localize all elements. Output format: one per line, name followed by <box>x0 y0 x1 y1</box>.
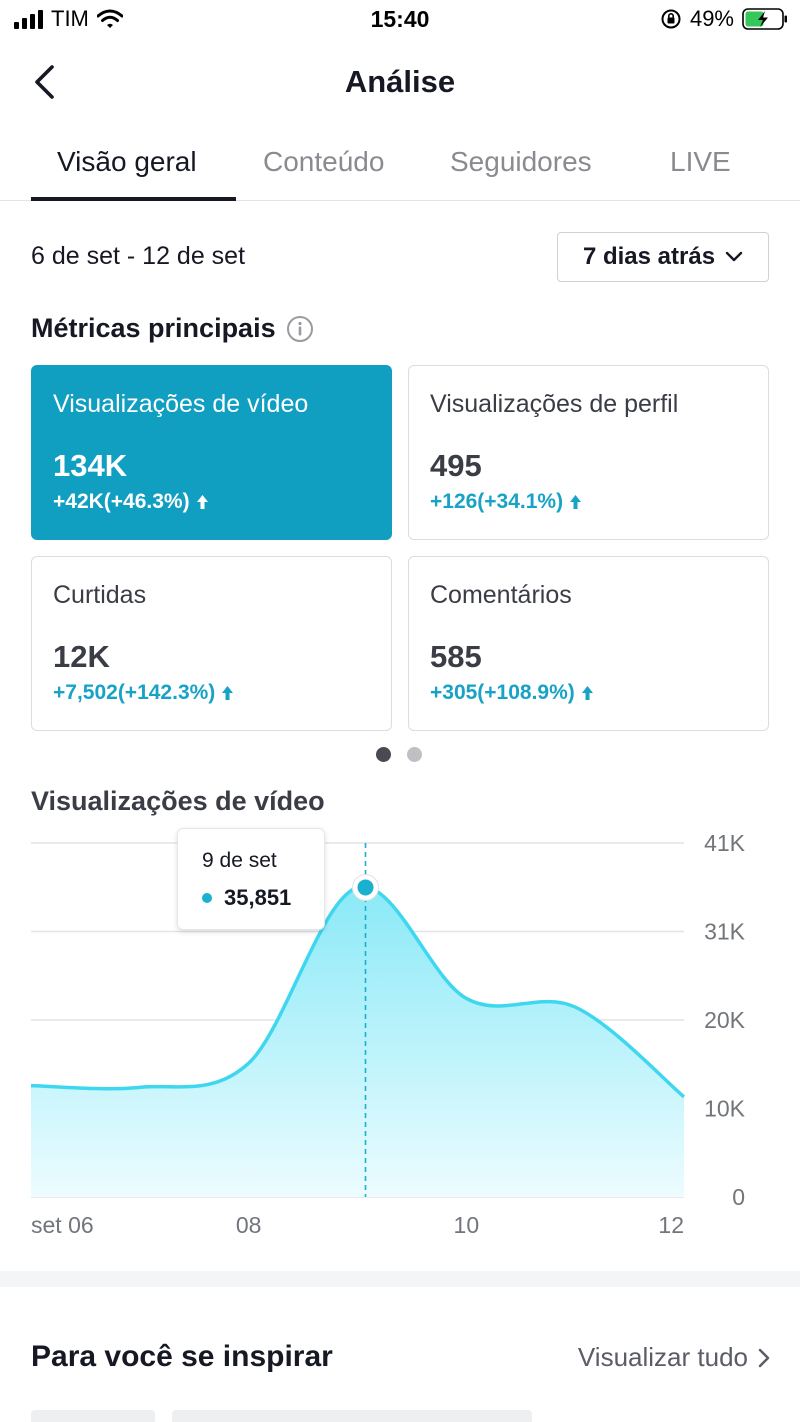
metric-change: +126(+34.1%) <box>430 490 582 514</box>
status-time: 15:40 <box>370 6 430 32</box>
x-tick-label: 12 <box>658 1212 684 1238</box>
metric-change: +305(+108.9%) <box>430 681 594 705</box>
chevron-right-icon <box>758 1348 770 1367</box>
info-icon[interactable] <box>286 315 314 343</box>
tooltip-series-dot <box>202 893 212 903</box>
tab-followers[interactable]: Seguidores <box>450 146 592 177</box>
inspire-title: Para você se inspirar <box>31 1340 333 1373</box>
metric-change-text: +42K(+46.3%) <box>53 490 190 513</box>
section-divider <box>0 1271 800 1287</box>
metric-label: Visualizações de perfil <box>430 390 679 418</box>
area-fill <box>31 886 684 1197</box>
page-title: Análise <box>344 64 456 99</box>
inspire-thumbnail[interactable] <box>172 1410 532 1422</box>
carrier-name: TIM <box>51 6 89 31</box>
period-dropdown[interactable]: 7 dias atrás <box>557 232 769 282</box>
signal-icon <box>14 9 43 29</box>
view-all-link[interactable]: Visualizar tudo <box>578 1342 770 1373</box>
metric-change-text: +7,502(+142.3%) <box>53 681 216 704</box>
metric-card-likes[interactable]: Curtidas 12K +7,502(+142.3%) <box>31 556 392 731</box>
view-all-label: Visualizar tudo <box>577 1342 748 1372</box>
chart-tooltip: 9 de set 35,851 <box>177 828 325 930</box>
period-dropdown-value: 7 dias atrás <box>582 243 716 270</box>
metric-card-comments[interactable]: Comentários 585 +305(+108.9%) <box>408 556 769 731</box>
metric-change-text: +126(+34.1%) <box>430 490 564 513</box>
tab-indicator <box>31 197 236 201</box>
x-tick-label: set 06 <box>31 1212 94 1238</box>
inspire-thumbnail[interactable] <box>31 1410 155 1422</box>
y-tick-label: 0 <box>732 1184 745 1210</box>
arrow-up-icon <box>222 686 234 700</box>
tab-overview[interactable]: Visão geral <box>57 146 197 177</box>
metric-value: 134K <box>53 448 128 483</box>
y-tick-label: 31K <box>704 919 746 945</box>
metric-value: 12K <box>53 639 110 674</box>
y-tick-label: 10K <box>704 1096 746 1122</box>
tab-live[interactable]: LIVE <box>670 146 731 177</box>
status-bar: TIM 15:40 49% <box>0 0 800 44</box>
y-tick-label: 20K <box>704 1007 746 1033</box>
tab-bar: Visão geral Conteúdo Seguidores LIVE <box>0 130 800 201</box>
status-right: 49% <box>660 6 788 32</box>
header: Análise <box>0 48 800 118</box>
pager-dot-1[interactable] <box>376 747 391 762</box>
tooltip-value-text: 35,851 <box>224 885 292 910</box>
metric-pager <box>376 747 422 762</box>
tooltip-date: 9 de set <box>202 849 277 872</box>
x-tick-label: 10 <box>454 1212 480 1238</box>
pager-dot-2[interactable] <box>407 747 422 762</box>
views-area-chart[interactable]: 0 10K 20K 31K 41K set 06 08 10 12 <box>0 820 800 1250</box>
orientation-lock-icon <box>661 9 681 29</box>
metric-value: 495 <box>430 448 482 483</box>
metric-card-profile-views[interactable]: Visualizações de perfil 495 +126(+34.1%) <box>408 365 769 540</box>
arrow-up-icon <box>581 686 593 700</box>
tooltip-value: 35,851 <box>202 885 291 911</box>
back-button[interactable] <box>24 60 64 104</box>
chevron-down-icon <box>725 251 743 262</box>
highlight-marker <box>357 879 374 896</box>
x-tick-label: 08 <box>236 1212 262 1238</box>
metric-label: Curtidas <box>53 581 147 609</box>
y-tick-label: 41K <box>704 830 746 856</box>
chart-title: Visualizações de vídeo <box>31 786 325 816</box>
metric-label: Visualizações de vídeo <box>53 390 309 418</box>
arrow-up-icon <box>196 495 208 509</box>
metric-change: +7,502(+142.3%) <box>53 681 234 705</box>
metrics-section-title: Métricas principais <box>31 313 314 344</box>
battery-charging-icon <box>742 8 787 30</box>
battery-percent: 49% <box>689 6 734 31</box>
wifi-icon <box>96 9 123 28</box>
metric-value: 585 <box>430 639 482 674</box>
status-left: TIM <box>14 6 123 32</box>
arrow-up-icon <box>570 495 582 509</box>
date-range: 6 de set - 12 de set <box>31 242 246 270</box>
metric-label: Comentários <box>430 581 572 609</box>
chevron-left-icon <box>35 65 54 99</box>
metric-change: +42K(+46.3%) <box>53 490 209 514</box>
metrics-title-text: Métricas principais <box>31 313 276 343</box>
metric-card-video-views[interactable]: Visualizações de vídeo 134K +42K(+46.3%) <box>31 365 392 540</box>
tab-content[interactable]: Conteúdo <box>263 146 385 177</box>
metric-change-text: +305(+108.9%) <box>430 681 575 704</box>
